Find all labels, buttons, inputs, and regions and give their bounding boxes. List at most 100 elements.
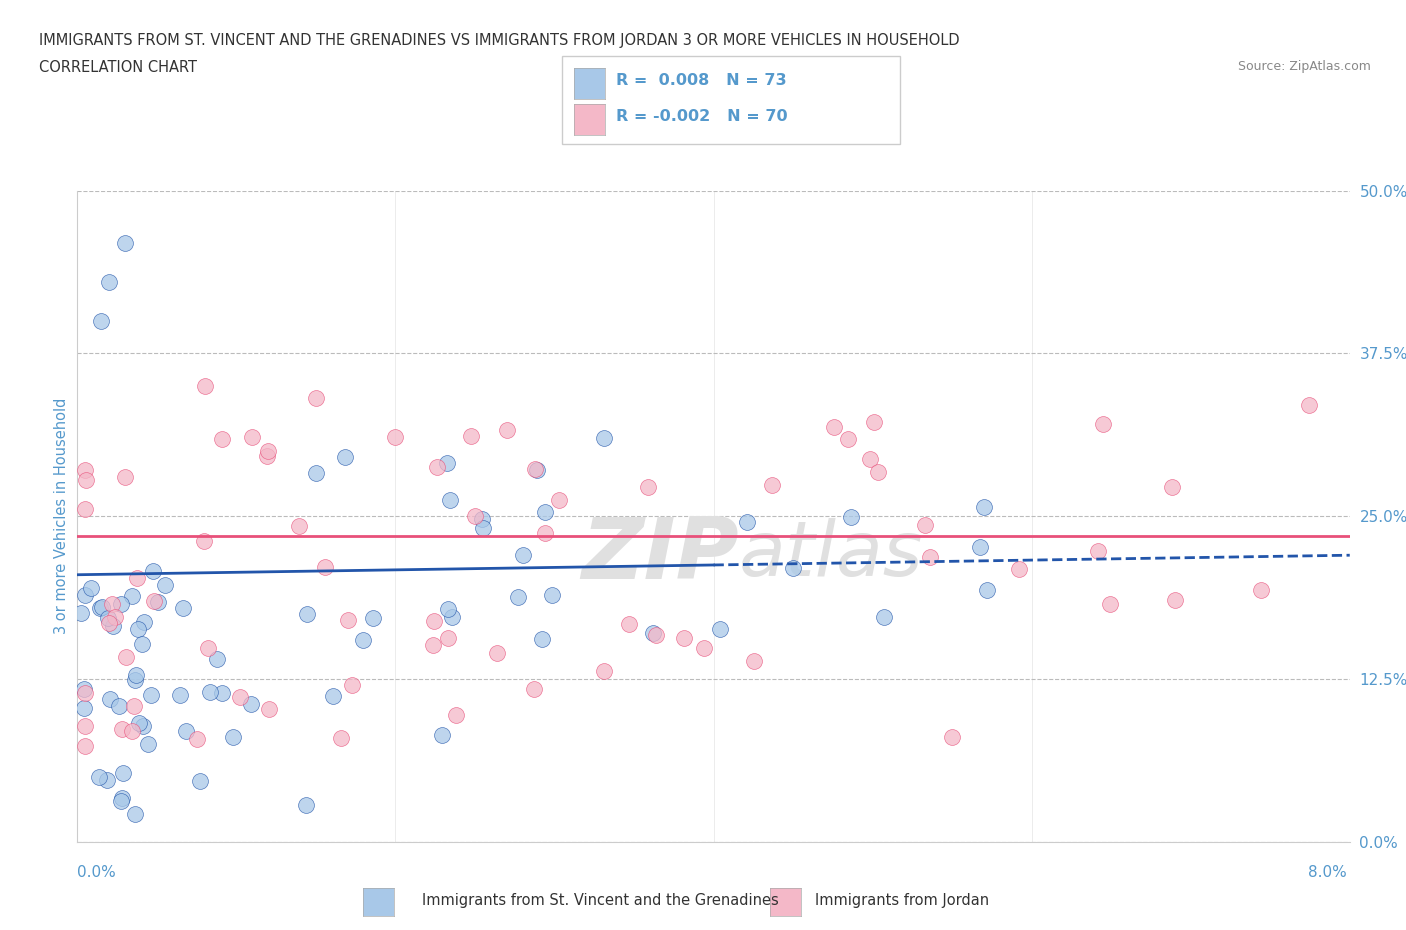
Point: [211, 685, 233, 700]
Text: 0.0%: 0.0%: [77, 865, 117, 880]
Point: [229, 689, 252, 704]
Point: [124, 672, 146, 687]
Point: [295, 606, 318, 621]
Point: [240, 697, 263, 711]
Point: [305, 391, 328, 405]
Point: [101, 597, 124, 612]
Point: [495, 423, 517, 438]
Point: [111, 790, 134, 805]
Point: [256, 448, 278, 463]
Point: [110, 596, 132, 611]
Point: [143, 593, 166, 608]
Point: [423, 614, 446, 629]
Point: [73, 700, 96, 715]
Text: IMMIGRANTS FROM ST. VINCENT AND THE GRENADINES VS IMMIGRANTS FROM JORDAN 3 OR MO: IMMIGRANTS FROM ST. VINCENT AND THE GREN…: [39, 33, 960, 47]
Text: 8.0%: 8.0%: [1308, 865, 1347, 880]
Point: [823, 419, 845, 434]
Point: [125, 571, 148, 586]
Point: [257, 444, 280, 458]
Point: [709, 621, 731, 636]
Point: [91, 600, 114, 615]
Point: [124, 806, 146, 821]
Point: [132, 615, 155, 630]
Point: [97, 610, 120, 625]
Point: [98, 692, 121, 707]
Point: [1160, 480, 1182, 495]
Point: [471, 521, 494, 536]
Point: [866, 464, 889, 479]
Point: [969, 539, 991, 554]
Point: [735, 515, 758, 530]
Point: [506, 590, 529, 604]
Point: [89, 601, 111, 616]
Text: Immigrants from Jordan: Immigrants from Jordan: [815, 893, 990, 908]
Point: [128, 715, 150, 730]
Point: [643, 626, 665, 641]
Point: [90, 313, 112, 328]
Point: [524, 461, 547, 476]
Text: Immigrants from St. Vincent and the Grenadines: Immigrants from St. Vincent and the Gren…: [422, 893, 779, 908]
Point: [485, 645, 508, 660]
Point: [322, 688, 344, 703]
Point: [422, 638, 444, 653]
Point: [526, 462, 548, 477]
Point: [637, 480, 659, 495]
Point: [111, 721, 134, 736]
Point: [839, 510, 862, 525]
Text: R = -0.002   N = 70: R = -0.002 N = 70: [616, 109, 787, 125]
Point: [384, 429, 406, 444]
Point: [471, 512, 494, 526]
Text: CORRELATION CHART: CORRELATION CHART: [39, 60, 197, 75]
Point: [593, 664, 616, 679]
Point: [1298, 398, 1320, 413]
Point: [295, 798, 318, 813]
Point: [1091, 417, 1114, 432]
Point: [169, 687, 191, 702]
Point: [533, 504, 555, 519]
Point: [73, 587, 96, 602]
Text: ZIP: ZIP: [581, 513, 740, 597]
Point: [122, 698, 145, 713]
Point: [439, 493, 461, 508]
Point: [593, 431, 616, 445]
Point: [523, 682, 546, 697]
Point: [125, 667, 148, 682]
Point: [617, 617, 640, 631]
Point: [742, 654, 765, 669]
Point: [914, 517, 936, 532]
Point: [96, 773, 118, 788]
Point: [75, 686, 97, 701]
Point: [512, 548, 534, 563]
Point: [426, 460, 449, 475]
Point: [75, 502, 97, 517]
Point: [205, 652, 228, 667]
Point: [132, 719, 155, 734]
Point: [973, 499, 995, 514]
Point: [97, 616, 120, 631]
Point: [1164, 592, 1187, 607]
Point: [437, 602, 460, 617]
Point: [112, 765, 135, 780]
Point: [1250, 582, 1272, 597]
Point: [335, 449, 357, 464]
Point: [193, 534, 215, 549]
Text: Source: ZipAtlas.com: Source: ZipAtlas.com: [1237, 60, 1371, 73]
Point: [464, 509, 486, 524]
Point: [1087, 543, 1109, 558]
Point: [440, 609, 463, 624]
Point: [305, 466, 328, 481]
Point: [197, 641, 219, 656]
Point: [782, 561, 804, 576]
Point: [460, 429, 482, 444]
Point: [75, 472, 97, 487]
Point: [976, 583, 998, 598]
Point: [114, 235, 136, 250]
Point: [114, 470, 136, 485]
Y-axis label: 3 or more Vehicles in Household: 3 or more Vehicles in Household: [53, 398, 69, 634]
Point: [534, 526, 557, 541]
Point: [103, 618, 125, 633]
Point: [172, 601, 194, 616]
Point: [340, 677, 363, 692]
Point: [104, 610, 127, 625]
Point: [444, 708, 467, 723]
